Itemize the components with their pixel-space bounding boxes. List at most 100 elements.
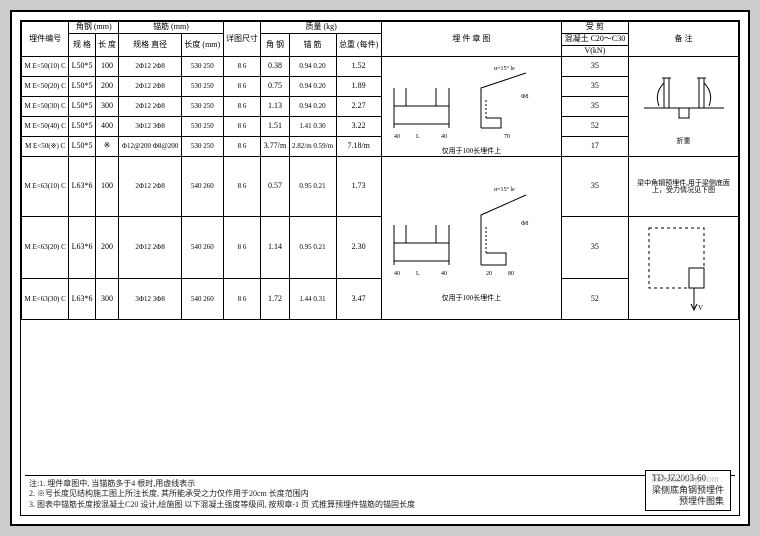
cell: 2Φ12 2Φ8 [119, 57, 182, 77]
svg-text:L: L [416, 271, 420, 277]
hdr-angle: 角钢 (mm) [69, 22, 119, 34]
cell: 1.13 [261, 97, 289, 117]
watermark: bbs.zhulong.com [652, 474, 719, 485]
hdr-angle-spec: 规 格 [69, 33, 95, 57]
cell: 2Φ12 2Φ8 [119, 77, 182, 97]
hdr-mass-total: 总重 (每件) [336, 33, 381, 57]
diag-note: 仅用于100长埋件上 [384, 295, 559, 302]
cell: 0.57 [261, 157, 289, 217]
drawing-sheet: 埋件编号 角钢 (mm) 锚筋 (mm) 详图尺寸 质量 (kg) 埋 件 章 … [10, 10, 750, 526]
cell: 300 [95, 279, 119, 320]
cell: L63*6 [69, 157, 95, 217]
svg-text:V: V [698, 304, 703, 312]
row-id: M E<50(30) C [22, 97, 69, 117]
cell: 3.22 [336, 117, 381, 137]
inner-frame: 埋件编号 角钢 (mm) 锚筋 (mm) 详图尺寸 质量 (kg) 埋 件 章 … [20, 20, 740, 516]
hdr-rebar: 锚筋 (mm) [119, 22, 223, 34]
cell: Φ12@200 Φ8@200 [119, 137, 182, 157]
cell: 3Φ12 3Φ8 [119, 279, 182, 320]
cell: 540 260 [181, 279, 223, 320]
drawing-name: 梁侧底角钢预埋件 [652, 485, 724, 497]
footnotes: 注:1. 埋件章图中, 当锚筋多于4 根时,用虚线表示 2. ※号长度见结构施工… [25, 475, 735, 513]
hdr-vkn: V(kN) [561, 45, 628, 57]
cell: 35 [561, 77, 628, 97]
cell: 3.47 [336, 279, 381, 320]
hdr-rebar-len: 长度 (mm) [181, 33, 223, 57]
row-id: M E<63(30) C [22, 279, 69, 320]
cell: 530 250 [181, 57, 223, 77]
cell: 2.30 [336, 217, 381, 279]
cell: 100 [95, 157, 119, 217]
note-line: 3. 图表中锚筋长度按混凝土C20 设计,绘施图 以下混凝土强度等级间, 按规章… [29, 500, 731, 510]
cell: 8 6 [223, 217, 261, 279]
cell: 8 6 [223, 157, 261, 217]
cell: 8 6 [223, 137, 261, 157]
cell: 0.95 0.21 [289, 157, 336, 217]
cell: ※ [95, 137, 119, 157]
cell: 8 6 [223, 77, 261, 97]
cell: L50*5 [69, 137, 95, 157]
cell: L50*5 [69, 77, 95, 97]
cell: 8 6 [223, 279, 261, 320]
note-line: 2. ※号长度见结构施工图上所注长度, 其所能承受之力仅作用于20cm 长度范围… [29, 489, 731, 499]
row-id: M E<50(10) C [22, 57, 69, 77]
svg-text:40: 40 [394, 271, 400, 277]
row-id: M E<50(40) C [22, 117, 69, 137]
diagram-1: 40L40 α=15° leΦ870 仅用于100长埋件上 [381, 57, 561, 157]
cell: 17 [561, 137, 628, 157]
cell: 35 [561, 97, 628, 117]
row-id: M E<63(10) C [22, 157, 69, 217]
hdr-mass: 质量 (kg) [261, 22, 381, 34]
cell: 52 [561, 279, 628, 320]
cell: 8 6 [223, 97, 261, 117]
cell: 0.95 0.21 [289, 217, 336, 279]
cell: 2.82/m 0.59/m [289, 137, 336, 157]
cell: 1.51 [261, 117, 289, 137]
cell: 2Φ12 2Φ8 [119, 157, 182, 217]
hdr-angle-len: 长 度 [95, 33, 119, 57]
cell: L50*5 [69, 57, 95, 77]
svg-text:L: L [416, 134, 420, 140]
remark-label: 折重 [631, 138, 736, 145]
cell: 540 260 [181, 157, 223, 217]
hdr-mass-angle: 角 钢 [261, 33, 289, 57]
cell: 0.75 [261, 77, 289, 97]
cell: 35 [561, 57, 628, 77]
remark-diagram-1: 折重 [629, 57, 739, 157]
cell: 1.73 [336, 157, 381, 217]
svg-text:70: 70 [504, 134, 510, 140]
svg-text:α=15° le: α=15° le [494, 65, 515, 72]
hdr-id: 埋件编号 [22, 22, 69, 57]
hdr-conc: 混凝土 C20～C30 [561, 33, 628, 45]
cell: 0.94 0.20 [289, 97, 336, 117]
svg-text:40: 40 [441, 271, 447, 277]
cell: 100 [95, 57, 119, 77]
cell: 530 250 [181, 77, 223, 97]
cell: 1.44 0.31 [289, 279, 336, 320]
cell: 1.52 [336, 57, 381, 77]
cell: 540 260 [181, 217, 223, 279]
svg-text:40: 40 [441, 134, 447, 140]
cell: 52 [561, 117, 628, 137]
cell: 1.14 [261, 217, 289, 279]
cell: 200 [95, 77, 119, 97]
cell: 200 [95, 217, 119, 279]
svg-text:Φ8: Φ8 [521, 94, 528, 100]
cell: L63*6 [69, 217, 95, 279]
cell: 530 250 [181, 137, 223, 157]
remark-diagram-2: V [629, 217, 739, 320]
cell: L50*5 [69, 117, 95, 137]
hdr-rebar-spec: 规格 直径 [119, 33, 182, 57]
cell: 2.27 [336, 97, 381, 117]
cell: 35 [561, 217, 628, 279]
cell: 1.89 [336, 77, 381, 97]
hdr-sketch: 埋 件 章 图 [381, 22, 561, 57]
svg-text:80: 80 [508, 271, 514, 277]
hdr-detail: 详图尺寸 [223, 22, 261, 57]
cell: 530 250 [181, 97, 223, 117]
cell-remark: 梁中角钢预埋件,用于梁侧底面上，受力情况见下图 [629, 157, 739, 217]
cell: 7.18/m [336, 137, 381, 157]
cell: 8 6 [223, 117, 261, 137]
drawing-set: 预埋件图集 [652, 496, 724, 508]
hdr-shear: 受 剪 [561, 22, 628, 34]
